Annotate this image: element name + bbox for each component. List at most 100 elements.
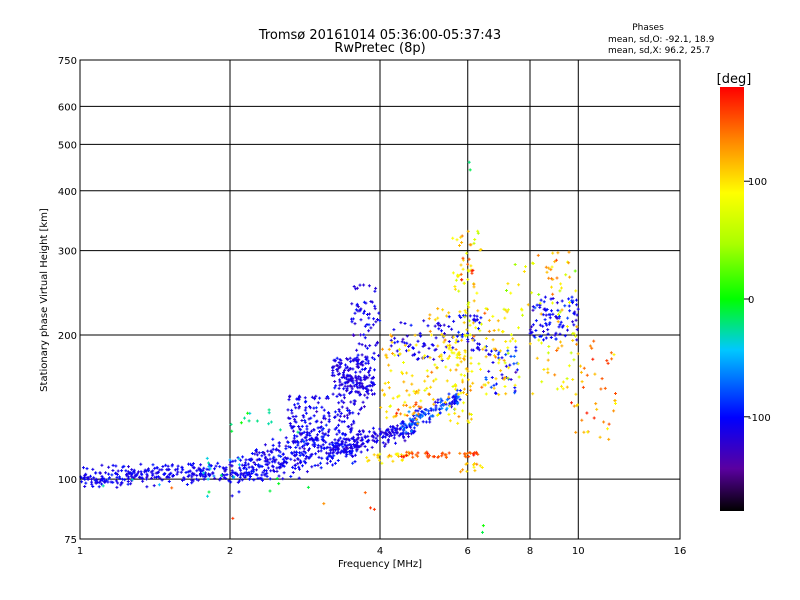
echo-point <box>453 398 456 402</box>
echo-point <box>176 470 180 474</box>
echo-point <box>114 464 118 468</box>
echo-point <box>326 434 330 437</box>
echo-point <box>454 368 458 372</box>
echo-point <box>346 384 350 388</box>
echo-point <box>166 464 170 468</box>
echo-point <box>428 454 431 458</box>
echo-point <box>303 396 307 400</box>
echo-point <box>356 353 360 357</box>
echo-point <box>366 376 370 380</box>
echo-point <box>291 471 295 474</box>
echo-point <box>363 445 367 448</box>
echo-point <box>516 362 520 366</box>
echo-point <box>429 385 433 389</box>
echo-point <box>359 376 363 380</box>
echo-point <box>332 374 336 378</box>
echo-point <box>369 300 373 303</box>
echo-point <box>327 428 331 432</box>
echo-point <box>469 388 473 392</box>
echo-point <box>566 328 569 332</box>
echo-point <box>472 334 476 338</box>
echo-point <box>381 347 384 351</box>
echo-point <box>466 378 470 382</box>
echo-point <box>475 462 479 466</box>
echo-point <box>528 328 532 332</box>
echo-point <box>463 309 467 313</box>
echo-point <box>224 477 228 480</box>
echo-point <box>368 344 372 348</box>
echo-point <box>574 430 578 434</box>
echo-point <box>540 380 544 384</box>
echo-point <box>388 430 392 434</box>
echo-point <box>293 463 297 467</box>
echo-point <box>278 428 282 432</box>
echo-point <box>328 454 331 458</box>
echo-point <box>429 333 433 337</box>
echo-point <box>260 454 264 458</box>
y-axis-ticks: 75 100 200 300 400 500 600 750 <box>58 56 77 546</box>
echo-point <box>414 417 418 421</box>
echo-point <box>333 461 337 465</box>
echo-point <box>399 321 403 325</box>
echo-point <box>358 362 362 366</box>
echo-point <box>378 319 382 323</box>
y-tick-label: 750 <box>58 56 77 67</box>
echo-point <box>432 402 436 406</box>
echo-point <box>457 395 461 399</box>
echo-point <box>358 429 361 433</box>
echo-point <box>90 477 94 481</box>
echo-point <box>453 287 457 291</box>
echo-point <box>555 387 559 391</box>
echo-point <box>156 475 160 479</box>
echo-point <box>408 343 412 347</box>
echo-point <box>383 444 387 448</box>
echo-point <box>229 460 233 464</box>
echo-point <box>507 366 511 370</box>
echo-point <box>560 299 564 303</box>
echo-point <box>408 417 412 421</box>
echo-point <box>569 351 573 355</box>
echo-point <box>352 437 356 441</box>
echo-point <box>107 477 111 481</box>
echo-point <box>576 307 580 311</box>
echo-point <box>426 374 430 378</box>
echo-point <box>487 352 491 356</box>
echo-point <box>372 375 375 379</box>
echo-point <box>554 331 558 335</box>
echo-point <box>236 473 240 477</box>
echo-point <box>487 318 491 322</box>
echo-point <box>277 441 281 445</box>
echo-point <box>326 445 330 449</box>
echo-point <box>411 455 415 459</box>
echo-point <box>409 432 413 436</box>
echo-point <box>350 320 354 324</box>
echo-point <box>367 370 370 374</box>
echo-point <box>468 314 472 318</box>
echo-point <box>555 301 559 305</box>
echo-point <box>323 433 327 437</box>
echo-point <box>465 451 469 455</box>
echo-point <box>127 472 131 475</box>
echo-point <box>363 309 366 313</box>
echo-point <box>339 451 343 455</box>
y-tick-label: 500 <box>58 140 77 151</box>
echo-point <box>390 434 394 437</box>
echo-point <box>387 381 390 384</box>
echo-point <box>401 431 405 435</box>
echo-point <box>351 377 355 381</box>
echo-point <box>513 383 517 387</box>
echo-point <box>575 303 579 307</box>
echo-point <box>354 379 358 383</box>
echo-point <box>484 337 488 340</box>
echo-point <box>522 270 526 273</box>
echo-point <box>456 339 460 343</box>
echo-point <box>386 428 390 432</box>
echo-point <box>387 386 391 390</box>
echo-point <box>404 403 408 407</box>
echo-point <box>502 377 506 381</box>
echo-point <box>124 469 128 473</box>
echo-point <box>548 321 552 325</box>
echo-point <box>325 395 329 398</box>
echo-point <box>298 446 302 450</box>
echo-point <box>447 340 451 343</box>
